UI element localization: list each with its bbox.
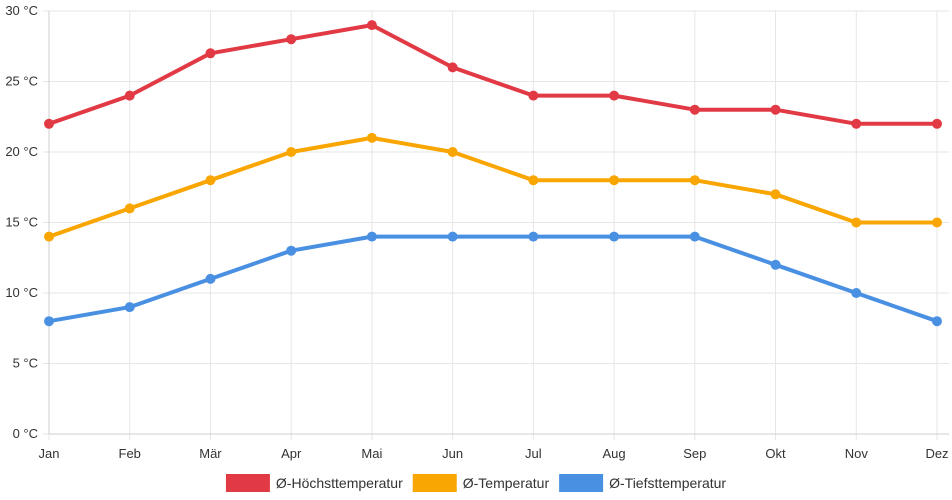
data-point[interactable]: [124, 90, 135, 101]
data-point[interactable]: [528, 90, 539, 101]
data-point[interactable]: [447, 231, 458, 242]
x-tick-label: Mär: [199, 446, 222, 461]
data-point[interactable]: [609, 175, 620, 186]
data-point[interactable]: [851, 217, 862, 228]
data-point[interactable]: [447, 147, 458, 157]
x-tick-label: Jul: [525, 446, 542, 461]
legend: Ø-Höchsttemperatur Ø-Temperatur Ø-Tiefstte…: [225, 474, 726, 492]
data-point[interactable]: [689, 175, 700, 186]
legend-swatch: [225, 474, 270, 492]
data-point[interactable]: [44, 231, 54, 242]
x-tick-label: Mai: [361, 446, 382, 461]
data-point[interactable]: [932, 217, 942, 228]
data-point[interactable]: [851, 288, 862, 298]
x-tick-label: Jan: [39, 446, 60, 461]
data-point[interactable]: [447, 62, 458, 73]
data-point[interactable]: [689, 231, 700, 242]
data-point[interactable]: [770, 259, 781, 270]
series-line: [47, 135, 939, 239]
series-line: [47, 23, 939, 126]
legend-label: Ø-Temperatur: [463, 475, 550, 491]
data-point[interactable]: [124, 203, 135, 214]
data-point[interactable]: [286, 245, 297, 256]
grid: [43, 10, 949, 440]
data-point[interactable]: [770, 189, 781, 200]
legend-item[interactable]: Ø-Tiefsttemperatur: [559, 474, 726, 492]
data-point[interactable]: [528, 231, 539, 242]
data-point[interactable]: [366, 231, 377, 242]
y-tick-label: 10 °C: [5, 285, 38, 300]
data-point[interactable]: [609, 90, 620, 101]
series-line: [47, 234, 939, 324]
y-tick-label: 15 °C: [5, 215, 38, 230]
data-point[interactable]: [932, 118, 942, 129]
y-tick-label: 20 °C: [5, 144, 38, 159]
data-point[interactable]: [528, 175, 539, 186]
x-tick-label: Aug: [603, 446, 626, 461]
x-tick-label: Dez: [925, 446, 948, 461]
data-point[interactable]: [286, 34, 297, 45]
data-point[interactable]: [124, 302, 135, 313]
y-tick-label: 0 °C: [13, 426, 38, 441]
data-point[interactable]: [770, 104, 781, 115]
x-tick-label: Apr: [281, 446, 302, 461]
legend-item[interactable]: Ø-Temperatur: [412, 474, 550, 492]
series-1: [44, 20, 942, 129]
legend-swatch: [412, 474, 457, 492]
legend-swatch: [559, 474, 604, 492]
data-point[interactable]: [205, 273, 216, 284]
x-tick-label: Jun: [442, 446, 463, 461]
series: [44, 20, 942, 327]
data-point[interactable]: [205, 175, 216, 186]
x-tick-label: Feb: [119, 446, 141, 461]
series-3: [44, 231, 942, 327]
axes: 0 °C 5 °C 10 °C 15 °C 20 °C 25 °C 30 °C Jan Feb M…: [5, 3, 949, 461]
y-tick-label: 5 °C: [13, 356, 38, 371]
legend-item[interactable]: Ø-Höchsttemperatur: [225, 474, 403, 492]
data-point[interactable]: [286, 147, 297, 157]
legend-label: Ø-Höchsttemperatur: [276, 475, 403, 491]
x-tick-label: Okt: [765, 446, 786, 461]
data-point[interactable]: [44, 118, 54, 129]
data-point[interactable]: [205, 48, 216, 59]
y-tick-label: 30 °C: [5, 3, 38, 18]
y-tick-label: 25 °C: [5, 74, 38, 89]
data-point[interactable]: [609, 231, 620, 242]
series-2: [44, 132, 942, 242]
data-point[interactable]: [932, 316, 942, 327]
x-tick-label: Sep: [683, 446, 706, 461]
data-point[interactable]: [44, 316, 54, 327]
data-point[interactable]: [851, 118, 862, 129]
legend-label: Ø-Tiefsttemperatur: [609, 475, 726, 491]
data-point[interactable]: [366, 132, 377, 143]
x-tick-label: Nov: [845, 446, 869, 461]
data-point[interactable]: [689, 104, 700, 115]
data-point[interactable]: [366, 20, 377, 31]
